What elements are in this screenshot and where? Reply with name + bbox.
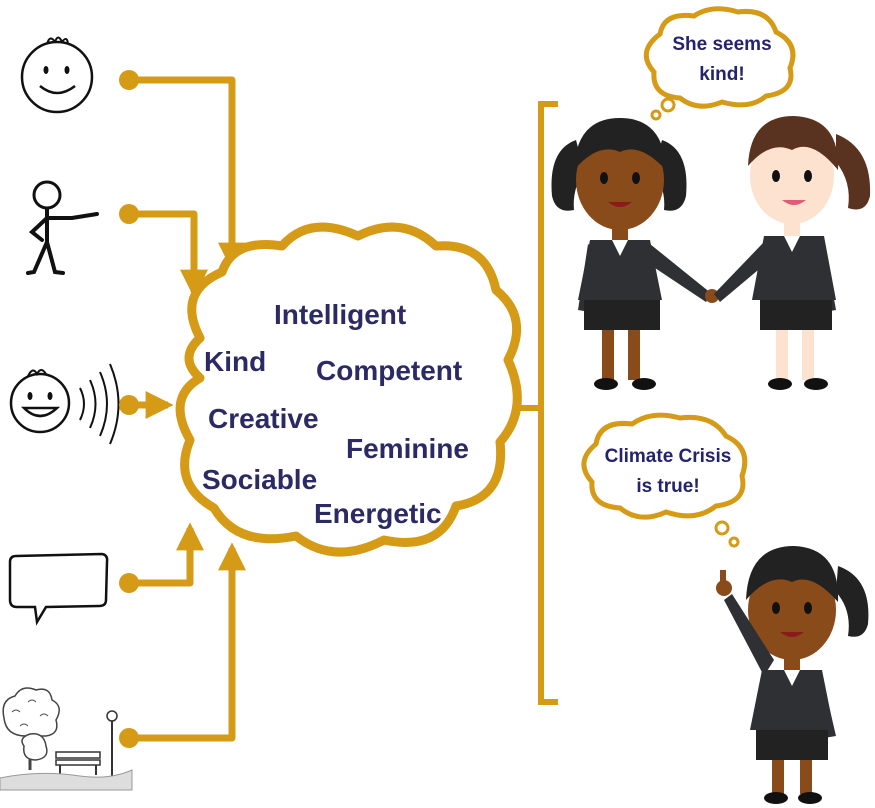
trait-creative: Creative	[208, 403, 319, 434]
bubble-bottom-line1: Climate Crisis	[605, 446, 732, 467]
stick-figure-icon	[26, 180, 99, 275]
park-icon	[0, 687, 133, 791]
trait-feminine: Feminine	[346, 433, 469, 464]
trait-kind: Kind	[204, 346, 266, 377]
thought-bubble-top: She seems kind!	[643, 6, 796, 121]
trait-competent: Competent	[316, 355, 462, 386]
thought-bubble-bottom: Climate Crisis is true!	[581, 412, 748, 548]
trait-energetic: Energetic	[314, 498, 442, 529]
trait-sociable: Sociable	[202, 464, 317, 495]
speech-bubble-icon	[8, 552, 109, 626]
woman-brown-hair-figure	[714, 116, 871, 390]
woman-raising-hand-figure	[716, 546, 869, 804]
bubble-top-line2: kind!	[699, 64, 744, 85]
bubble-top-line1: She seems	[672, 34, 771, 55]
trait-intelligent: Intelligent	[274, 299, 406, 330]
bubble-bottom-line2: is true!	[636, 476, 699, 497]
connectors-left	[119, 70, 246, 748]
bracket	[516, 101, 558, 705]
face-icon	[20, 36, 94, 114]
speaking-face-icon	[9, 363, 120, 445]
woman-dark-hair-figure	[551, 118, 719, 390]
trait-cloud	[175, 222, 522, 557]
